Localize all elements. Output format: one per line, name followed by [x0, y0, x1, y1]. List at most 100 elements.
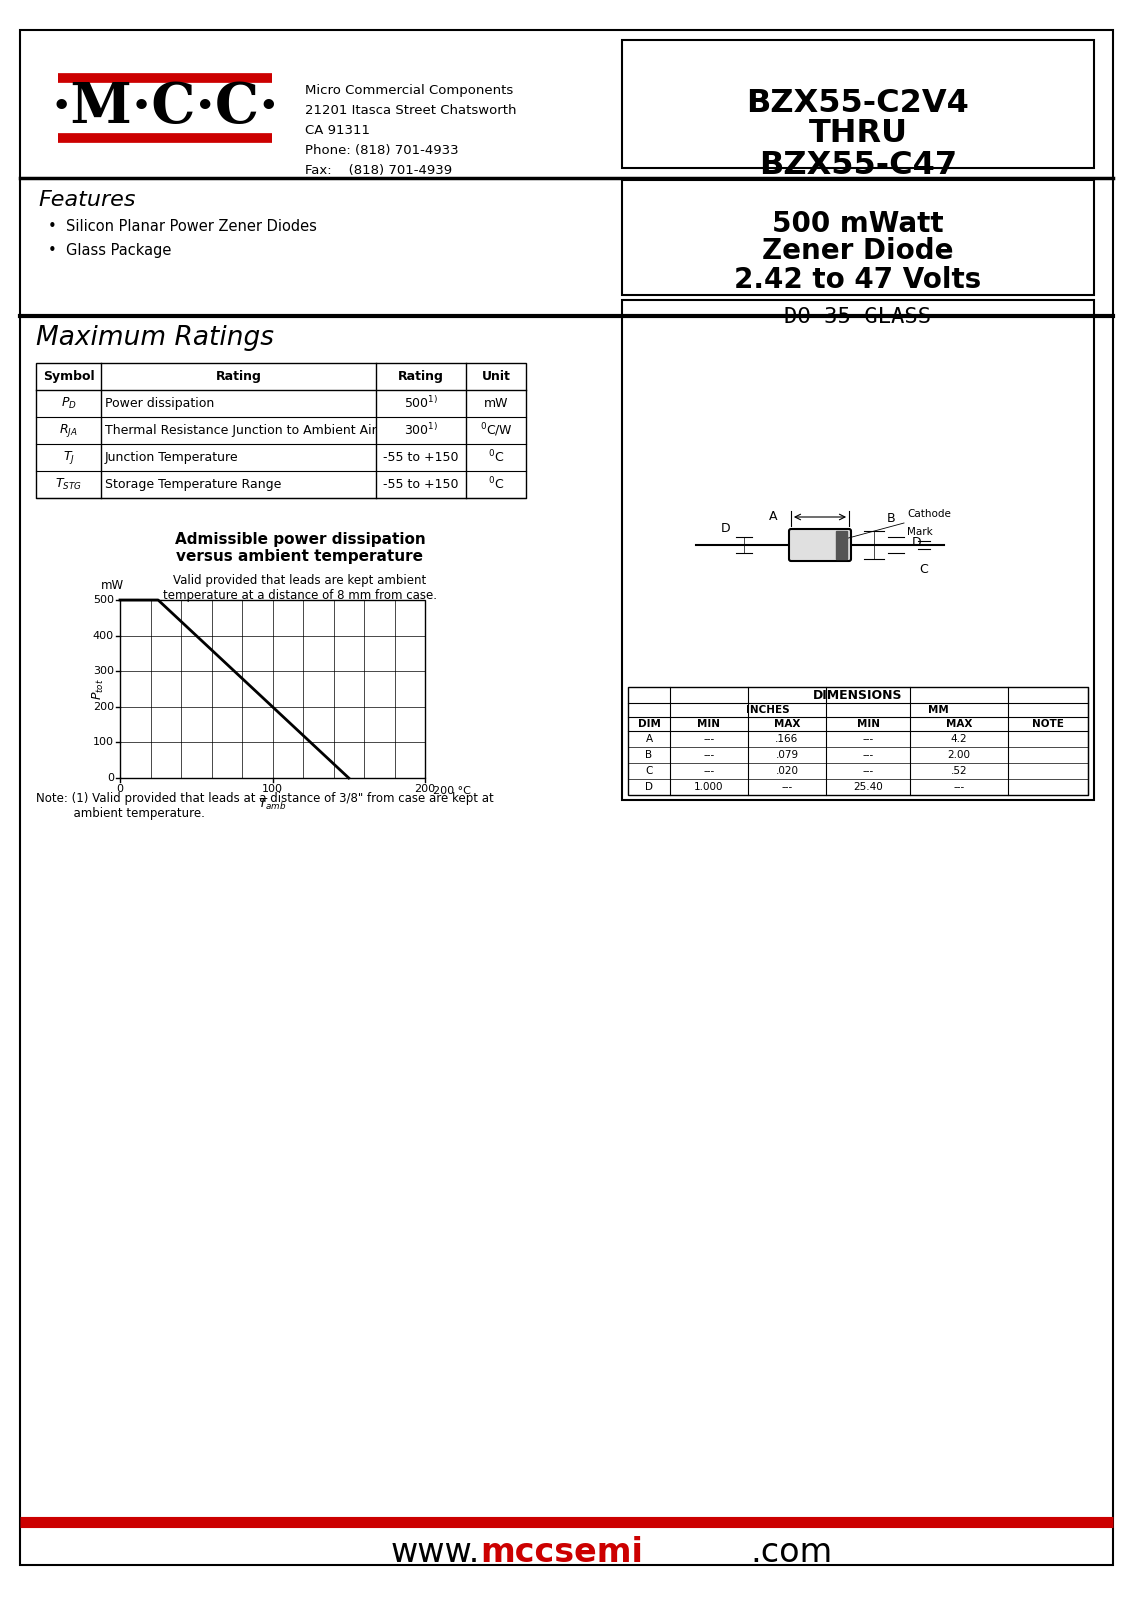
Text: 0: 0 [117, 784, 123, 794]
Text: Fax:    (818) 701-4939: Fax: (818) 701-4939 [305, 165, 452, 178]
Text: DO-35 GLASS: DO-35 GLASS [784, 307, 931, 326]
Text: Valid provided that leads are kept ambient
temperature at a distance of 8 mm fro: Valid provided that leads are kept ambie… [163, 574, 437, 602]
Text: mccsemi: mccsemi [480, 1536, 642, 1568]
Text: .020: .020 [775, 766, 799, 776]
Text: Power dissipation: Power dissipation [105, 397, 214, 410]
Text: 300: 300 [93, 666, 114, 677]
Text: Features: Features [39, 190, 136, 210]
Text: •  Glass Package: • Glass Package [48, 243, 171, 258]
Text: -55 to +150: -55 to +150 [383, 451, 459, 464]
Text: B: B [646, 750, 653, 760]
Text: DIMENSIONS: DIMENSIONS [813, 690, 903, 702]
Text: $^0$C/W: $^0$C/W [479, 422, 512, 440]
Text: 300$^{1)}$: 300$^{1)}$ [403, 422, 438, 438]
Text: D: D [645, 782, 653, 792]
Text: ---: --- [953, 782, 964, 792]
Text: ---: --- [862, 766, 874, 776]
Text: Storage Temperature Range: Storage Temperature Range [105, 478, 281, 491]
Text: 500$^{1)}$: 500$^{1)}$ [403, 395, 438, 411]
Text: B: B [887, 512, 895, 525]
Bar [628, 686, 1088, 795]
Text: Rating: Rating [398, 370, 444, 382]
Text: $^0$C: $^0$C [488, 477, 504, 493]
Text: 100: 100 [93, 738, 114, 747]
Text: 25.40: 25.40 [853, 782, 883, 792]
Text: 500: 500 [93, 595, 114, 605]
Text: NOTE: NOTE [1032, 718, 1064, 730]
Text: 1.000: 1.000 [695, 782, 724, 792]
Text: 4.2: 4.2 [951, 734, 968, 744]
Text: THRU: THRU [809, 118, 908, 149]
Text: Admissible power dissipation
versus ambient temperature: Admissible power dissipation versus ambi… [174, 531, 425, 565]
Text: A: A [646, 734, 653, 744]
Text: MAX: MAX [774, 718, 800, 730]
Text: $P_{tot}$: $P_{tot}$ [91, 678, 105, 701]
Text: 200: 200 [415, 784, 435, 794]
Text: ---: --- [704, 750, 715, 760]
Text: CA 91311: CA 91311 [305, 125, 370, 138]
Text: ---: --- [862, 750, 874, 760]
Text: 21201 Itasca Street Chatsworth: 21201 Itasca Street Chatsworth [305, 104, 517, 117]
Text: C: C [920, 563, 928, 576]
Text: Mark: Mark [908, 526, 932, 538]
Text: Cathode: Cathode [908, 509, 951, 518]
Text: 400: 400 [93, 630, 114, 640]
Text: •  Silicon Planar Power Zener Diodes: • Silicon Planar Power Zener Diodes [48, 219, 317, 234]
Text: MAX: MAX [946, 718, 972, 730]
Text: Unit: Unit [482, 370, 511, 382]
Text: BZX55-C2V4: BZX55-C2V4 [747, 88, 970, 118]
Text: ---: --- [704, 766, 715, 776]
Text: $T_{amb}$: $T_{amb}$ [258, 797, 287, 811]
Text: Thermal Resistance Junction to Ambient Air: Thermal Resistance Junction to Ambient A… [105, 424, 377, 437]
Bar [622, 40, 1094, 168]
Text: $^0$C: $^0$C [488, 450, 504, 466]
Bar [622, 179, 1094, 294]
Text: INCHES: INCHES [747, 706, 790, 715]
Text: .166: .166 [775, 734, 799, 744]
Text: 2.00: 2.00 [947, 750, 971, 760]
Text: mW: mW [484, 397, 509, 410]
Text: Junction Temperature: Junction Temperature [105, 451, 239, 464]
Text: ---: --- [782, 782, 793, 792]
Bar [622, 301, 1094, 800]
Text: mW: mW [101, 579, 123, 592]
Text: ---: --- [704, 734, 715, 744]
Bar [836, 531, 847, 558]
Text: ---: --- [862, 734, 874, 744]
Text: Symbol: Symbol [43, 370, 94, 382]
Text: 200 °C: 200 °C [433, 786, 471, 795]
Text: 200: 200 [93, 702, 114, 712]
Text: $P_D$: $P_D$ [60, 395, 76, 411]
Text: Maximum Ratings: Maximum Ratings [36, 325, 274, 350]
Text: 0: 0 [107, 773, 114, 782]
Text: MIN: MIN [698, 718, 721, 730]
Text: 2.42 to 47 Volts: 2.42 to 47 Volts [734, 266, 981, 294]
Text: $T_{STG}$: $T_{STG}$ [56, 477, 82, 493]
Text: MIN: MIN [857, 718, 879, 730]
Text: Zener Diode: Zener Diode [763, 237, 954, 266]
FancyBboxPatch shape [789, 530, 851, 562]
Bar [36, 363, 526, 498]
Text: ·M·C·C·: ·M·C·C· [51, 80, 279, 136]
Text: Note: (1) Valid provided that leads at a distance of 3/8" from case are kept at
: Note: (1) Valid provided that leads at a… [36, 792, 494, 819]
Bar [120, 600, 425, 778]
Text: 100: 100 [262, 784, 283, 794]
Text: DIM: DIM [638, 718, 661, 730]
Text: .079: .079 [775, 750, 799, 760]
Text: $T_J$: $T_J$ [62, 450, 75, 466]
Text: -55 to +150: -55 to +150 [383, 478, 459, 491]
Text: D: D [912, 536, 921, 549]
Text: Micro Commercial Components: Micro Commercial Components [305, 83, 513, 98]
Text: 500 mWatt: 500 mWatt [773, 210, 944, 238]
Text: .52: .52 [951, 766, 968, 776]
Text: .com: .com [750, 1536, 833, 1568]
Text: BZX55-C47: BZX55-C47 [759, 149, 957, 181]
Text: Phone: (818) 701-4933: Phone: (818) 701-4933 [305, 144, 459, 157]
Text: A: A [768, 510, 777, 523]
Text: MM: MM [928, 706, 948, 715]
Text: www.: www. [391, 1536, 480, 1568]
Text: D: D [722, 523, 731, 536]
Text: $R_{JA}$: $R_{JA}$ [59, 422, 78, 438]
Text: Rating: Rating [215, 370, 262, 382]
Text: C: C [646, 766, 653, 776]
